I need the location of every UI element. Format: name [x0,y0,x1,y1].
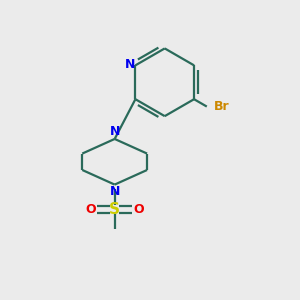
Text: N: N [110,185,120,198]
Text: O: O [86,203,96,216]
Text: Br: Br [214,100,230,113]
Text: O: O [133,203,143,216]
Text: N: N [125,58,135,71]
Text: N: N [110,125,120,138]
Text: S: S [109,202,120,217]
